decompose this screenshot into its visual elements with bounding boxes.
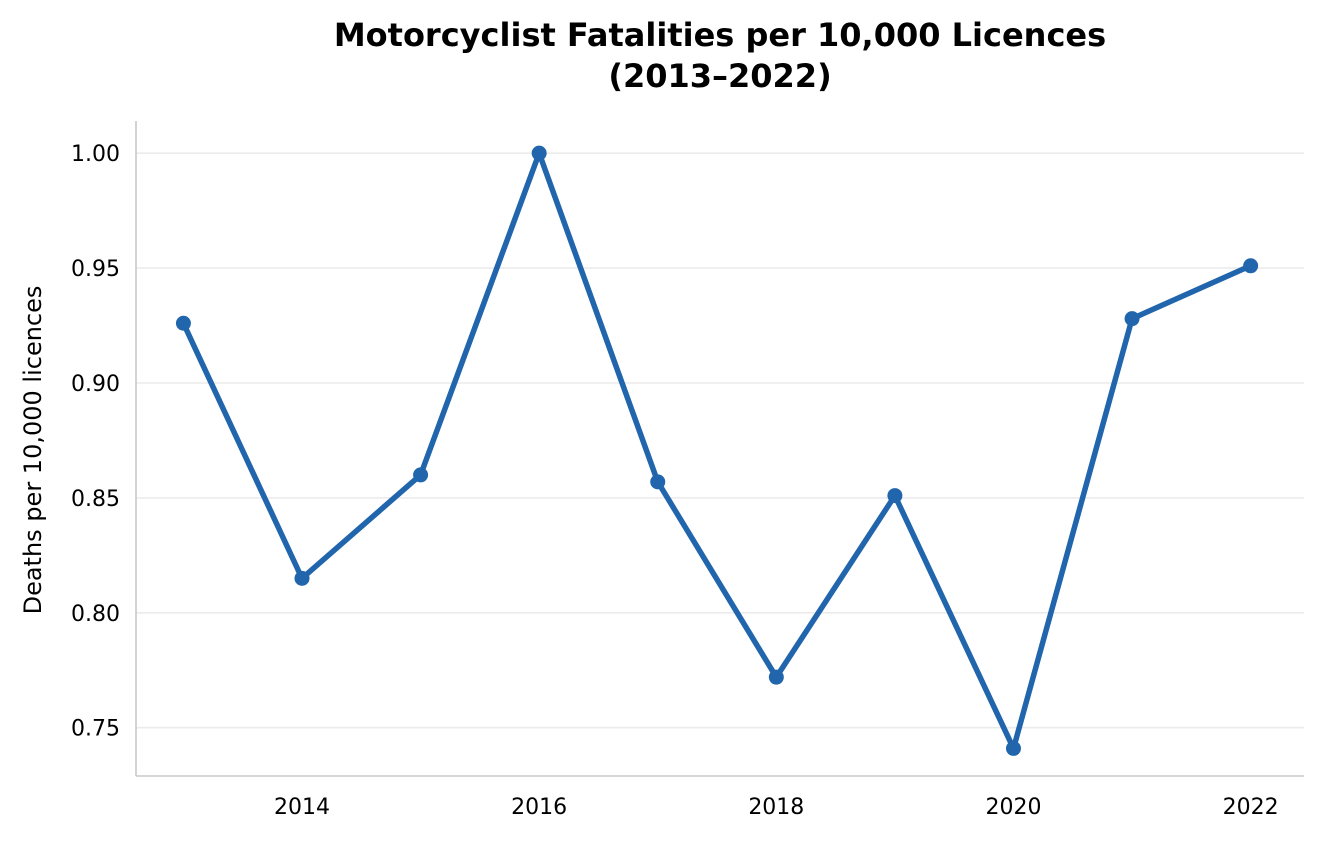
data-point — [1243, 258, 1259, 274]
data-point — [531, 145, 547, 161]
gridlines — [136, 152, 1304, 729]
y-tick-label: 0.95 — [71, 257, 120, 282]
series-line — [180, 150, 1254, 752]
x-tick-label: 2018 — [748, 795, 804, 820]
data-point — [768, 669, 784, 685]
series-group — [175, 145, 1259, 756]
data-point — [1005, 740, 1021, 756]
x-tick-label: 2014 — [274, 795, 330, 820]
data-point — [1124, 311, 1140, 327]
data-point — [887, 488, 903, 504]
data-point — [294, 570, 310, 586]
y-axis-label: Deaths per 10,000 licences — [19, 286, 47, 615]
chart-title-line-1: Motorcyclist Fatalities per 10,000 Licen… — [334, 16, 1106, 54]
x-tick-label: 2016 — [511, 795, 567, 820]
y-tick-label: 0.90 — [71, 372, 120, 397]
y-tick-label: 1.00 — [71, 142, 120, 167]
data-point — [175, 315, 191, 331]
y-tick-label: 0.80 — [71, 602, 120, 627]
y-tick-label: 0.85 — [71, 487, 120, 512]
x-axis-ticks: 2014 2016 2018 2020 2022 — [274, 795, 1279, 820]
x-tick-label: 2020 — [985, 795, 1041, 820]
data-point — [650, 474, 666, 490]
x-tick-label: 2022 — [1223, 795, 1279, 820]
y-tick-label: 0.75 — [71, 717, 120, 742]
data-point — [413, 467, 429, 483]
chart-title-line-2: (2013–2022) — [608, 57, 831, 95]
y-axis-ticks: 0.75 0.80 0.85 0.90 0.95 1.00 — [71, 142, 120, 742]
